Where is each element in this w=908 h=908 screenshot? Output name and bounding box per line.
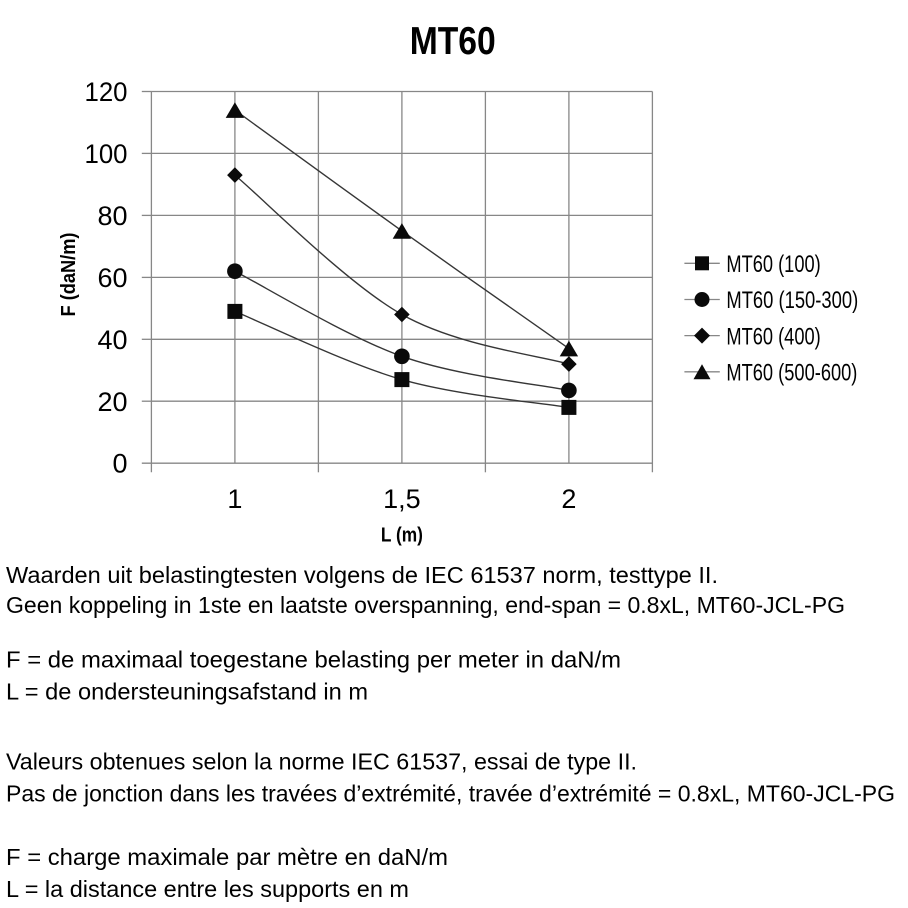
svg-text:60: 60: [97, 263, 127, 293]
svg-text:120: 120: [85, 77, 128, 107]
svg-text:L = la distance entre les supp: L = la distance entre les supports en m: [6, 876, 409, 902]
svg-text:20: 20: [97, 387, 127, 417]
svg-text:100: 100: [85, 139, 128, 169]
svg-text:1: 1: [227, 484, 242, 514]
svg-text:L (m): L (m): [381, 524, 423, 547]
svg-text:F = de maximaal toegestane bel: F = de maximaal toegestane belasting per…: [6, 647, 621, 673]
svg-text:MT60 (150-300): MT60 (150-300): [726, 287, 858, 314]
svg-text:MT60 (400): MT60 (400): [726, 323, 820, 350]
svg-text:0: 0: [112, 449, 127, 479]
svg-text:F (daN/m): F (daN/m): [57, 233, 80, 317]
svg-text:80: 80: [97, 201, 127, 231]
svg-text:MT60 (500-600): MT60 (500-600): [726, 360, 857, 387]
svg-text:40: 40: [97, 325, 127, 355]
svg-text:MT60: MT60: [410, 20, 496, 63]
svg-text:Pas de jonction dans les travé: Pas de jonction dans les travées d’extré…: [6, 781, 895, 807]
svg-text:1,5: 1,5: [383, 484, 421, 514]
svg-text:Waarden uit belastingtesten vo: Waarden uit belastingtesten volgens de I…: [6, 562, 718, 588]
svg-text:F = charge maximale par mètre: F = charge maximale par mètre en daN/m: [6, 844, 448, 870]
svg-text:Geen koppeling in 1ste en laat: Geen koppeling in 1ste en laatste oversp…: [6, 592, 845, 618]
svg-text:2: 2: [561, 484, 576, 514]
svg-text:MT60 (100): MT60 (100): [726, 251, 820, 278]
svg-text:Valeurs obtenues selon la norm: Valeurs obtenues selon la norme IEC 6153…: [6, 749, 637, 775]
svg-text:L = de ondersteuningsafstand i: L = de ondersteuningsafstand in m: [6, 678, 368, 704]
